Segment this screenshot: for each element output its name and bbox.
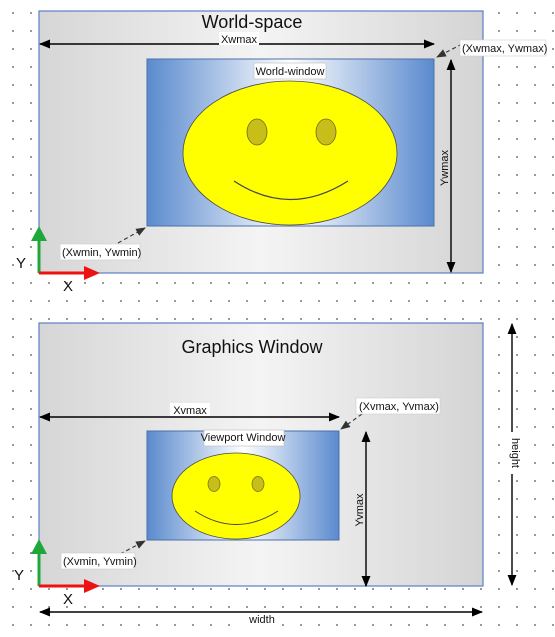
yvmax-label: Yvmax	[354, 493, 366, 527]
viewport-x-axis-label: X	[63, 591, 73, 608]
graphics-window-panel: Graphics Window Viewport Window Xvmax Yv…	[14, 322, 521, 627]
total-height-label: height	[509, 438, 521, 468]
viewport-min-pointer	[119, 540, 146, 555]
world-axes	[31, 226, 100, 280]
world-max-pointer	[436, 43, 463, 58]
total-width-label: width	[248, 614, 275, 626]
viewport-smiley-face	[171, 452, 301, 540]
world-max-corner-label: (Xwmax, Ywmax)	[462, 43, 547, 55]
viewport-max-pointer	[340, 413, 363, 430]
viewport-min-corner-label: (Xvmin, Yvmin)	[63, 556, 137, 568]
world-space-panel: World-space World-window Xwmax Ywmax (Xw…	[16, 10, 547, 295]
viewport-axes	[31, 539, 100, 593]
viewport-window-label: Viewport Window	[201, 432, 286, 444]
world-window-label: World-window	[256, 66, 325, 78]
graphics-window-title: Graphics Window	[181, 337, 323, 357]
viewport-max-corner-label: (Xvmax, Yvmax)	[359, 401, 439, 413]
xwmax-label: Xwmax	[221, 34, 258, 46]
world-smiley-face	[182, 80, 398, 226]
xvmax-label: Xvmax	[173, 405, 207, 417]
world-x-axis-label: X	[63, 278, 73, 295]
world-min-pointer	[117, 227, 146, 244]
world-window-label-box	[253, 62, 327, 80]
ywmax-label: Ywmax	[439, 149, 451, 186]
world-min-corner-label: (Xwmin, Ywmin)	[62, 247, 141, 259]
world-space-title: World-space	[202, 12, 303, 32]
world-y-axis-label: Y	[16, 255, 26, 272]
viewport-y-axis-label: Y	[14, 567, 24, 584]
